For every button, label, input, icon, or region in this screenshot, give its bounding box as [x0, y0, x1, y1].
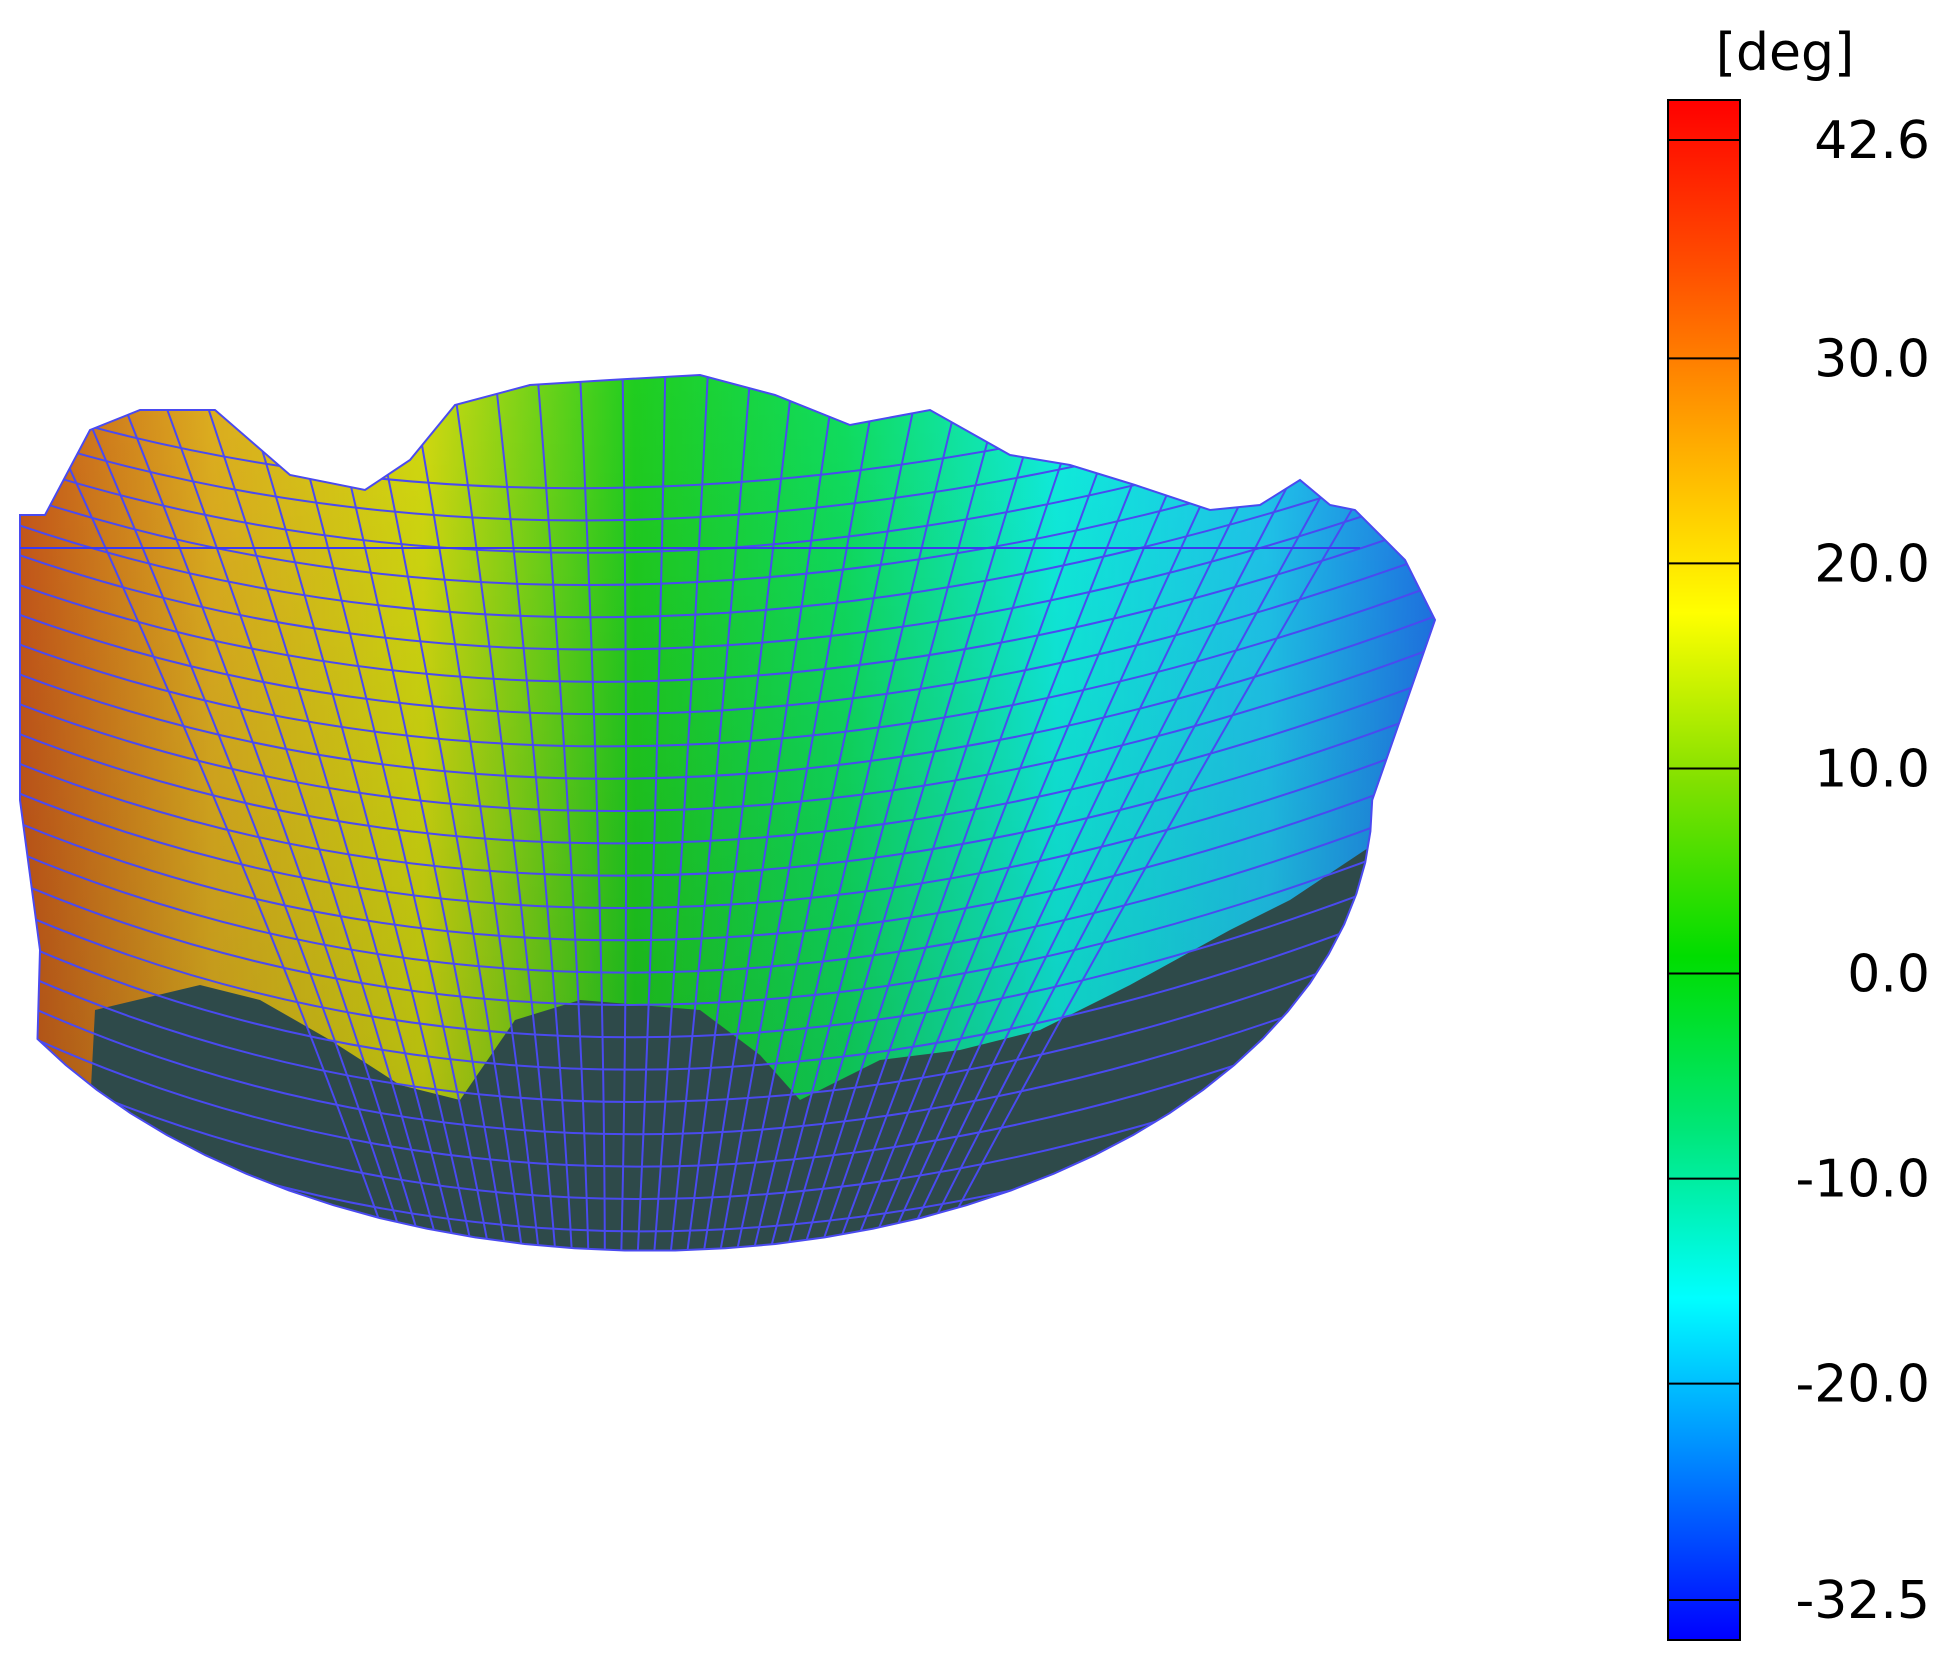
mesh-meridian-line [635, 375, 667, 1251]
colorbar-tick-label: 0.0 [1847, 945, 1930, 1005]
mesh-meridian-line [363, 375, 528, 1251]
colorbar-unit: [deg] [1716, 23, 1855, 83]
mesh-grid [20, 375, 1435, 1251]
mesh-meridian-line [729, 375, 925, 1251]
colorbar-tick-label: 20.0 [1814, 534, 1930, 594]
colorbar-gradient [1667, 99, 1741, 1641]
mesh-meridian-line [191, 375, 465, 1251]
colorbar-ticks: 42.6 30.0 20.0 10.0 0.0 -10.0 -20.0 -32.5 [1668, 111, 1930, 1631]
surface-plot [19, 373, 1437, 1252]
mesh-meridian-line [792, 375, 1097, 1251]
mesh-latitude-line [20, 722, 1435, 909]
mesh-meridian-line [651, 375, 710, 1251]
mesh-meridian-line [840, 375, 1226, 1251]
shadow-region [80, 700, 1435, 1251]
colorbar-tick-label: -10.0 [1795, 1150, 1930, 1210]
mesh-latitude-line [20, 1219, 1435, 1251]
mesh-meridian-line [105, 375, 433, 1251]
mesh-latitude-line [20, 846, 1435, 1039]
mesh-latitude-line [20, 753, 1435, 942]
mesh-meridian-line [535, 375, 591, 1251]
mesh-latitude-line [20, 877, 1435, 1071]
mesh-latitude-line [20, 660, 1435, 845]
mesh-meridian-line [824, 375, 1183, 1251]
mesh-meridian-line [682, 375, 796, 1251]
mesh-latitude-line [20, 784, 1435, 974]
mesh-meridian-line [856, 375, 1269, 1251]
surface-outline [19, 373, 1437, 1252]
colorbar-tick-label: -20.0 [1795, 1355, 1930, 1415]
mesh-meridian-line [887, 375, 1355, 1251]
mesh-meridian-line [871, 375, 1312, 1251]
mesh-meridian-line [777, 375, 1054, 1251]
colorbar-tick-label: -32.5 [1795, 1571, 1930, 1631]
mesh-meridian-line [234, 375, 480, 1251]
colorbar-tick-label: 30.0 [1814, 329, 1930, 389]
mesh-meridian-line [903, 375, 1398, 1251]
mesh-meridian-line [745, 375, 968, 1251]
mesh-meridian-line [666, 375, 753, 1251]
colorbar-tick-label: 10.0 [1814, 739, 1930, 799]
mesh-meridian-line [919, 375, 1435, 1251]
mesh-meridian-line [619, 375, 628, 1251]
mesh-meridian-line [449, 375, 559, 1251]
colorbar-tick-label: 42.6 [1814, 111, 1930, 171]
mesh-meridian-line [320, 375, 512, 1251]
mesh-meridian-line [20, 375, 401, 1251]
mesh-meridian-line [492, 375, 575, 1251]
mesh-meridian-line [406, 375, 543, 1251]
mesh-meridian-line [277, 375, 496, 1251]
mesh-meridian-line [578, 375, 606, 1251]
mesh-meridian-line [808, 375, 1140, 1251]
mesh-latitude-line [20, 691, 1435, 877]
mesh-latitude-line [20, 474, 1435, 651]
colorbar: [deg] 42.6 30.0 20.0 10.0 0.0 -10.0 -20.0 -32.5 [1667, 23, 1930, 1641]
mesh-latitude-line [20, 908, 1435, 1103]
mesh-meridian-line [148, 375, 449, 1251]
mesh-latitude-line [20, 598, 1435, 780]
mesh-latitude-line [20, 939, 1435, 1136]
mesh-meridian-line [714, 375, 882, 1251]
mesh-meridian-line [698, 375, 839, 1251]
mesh-latitude-line [20, 536, 1435, 716]
mesh-meridian-line [62, 375, 417, 1251]
mesh-meridian-line [761, 375, 1011, 1251]
